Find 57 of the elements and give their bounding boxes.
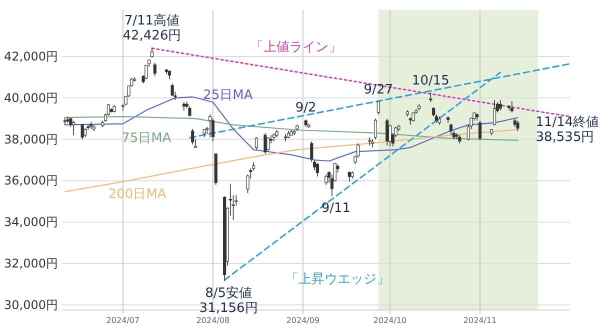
candlestick	[182, 102, 186, 111]
series-label: 200日MA	[108, 186, 166, 202]
candlestick	[191, 128, 194, 145]
x-tick-label: 2024/07	[106, 316, 140, 325]
y-tick-label: 42,000円	[4, 50, 58, 64]
x-tick-label: 2024/08	[196, 316, 230, 325]
series-label: 75日MA	[122, 131, 172, 146]
candlestick	[374, 118, 378, 140]
candlestick	[72, 120, 76, 136]
candlestick	[478, 120, 482, 141]
annotation: 9/27	[364, 82, 394, 98]
candlestick	[429, 92, 432, 102]
y-tick-label: 30,000円	[4, 298, 58, 312]
candlestick	[150, 47, 154, 58]
y-tick-label: 38,000円	[4, 132, 58, 146]
candlestick	[188, 106, 192, 117]
candlestick	[376, 101, 380, 115]
candlestick	[80, 123, 84, 140]
x-tick-label: 2024/09	[286, 316, 320, 325]
candlestick	[170, 83, 174, 96]
y-tick-label: 34,000円	[4, 215, 58, 230]
candlestick	[266, 136, 270, 152]
series-label: 25日MA	[203, 88, 253, 103]
candlestick	[348, 170, 351, 182]
text: 「上昇ウエッジ」	[286, 272, 390, 287]
candlestick	[264, 132, 267, 154]
candlestick	[356, 143, 360, 158]
candlestick	[254, 136, 258, 150]
candlestick	[89, 121, 93, 130]
y-tick-label: 36,000円	[4, 174, 58, 188]
candlestick	[316, 162, 319, 177]
annotation: 11/14終値 38,535円	[536, 115, 600, 146]
y-tick-label: 40,000円	[4, 90, 58, 105]
candlestick	[510, 100, 514, 113]
annotation: 9/2	[295, 100, 316, 116]
candlestick	[516, 120, 520, 132]
annotation: 9/11	[321, 201, 351, 216]
candlestick	[449, 123, 453, 136]
x-tick-label: 2024/11	[463, 316, 497, 325]
candlestick	[211, 118, 214, 142]
y-tick-label: 32,000円	[4, 256, 58, 270]
candlestick	[498, 100, 502, 111]
annotation: 7/11高値 42,426円	[122, 12, 182, 44]
candlestick	[284, 134, 288, 142]
candlestick	[388, 124, 392, 147]
candlestick	[84, 128, 87, 138]
candlestick	[492, 100, 496, 126]
x-tick-label: 2024/10	[373, 316, 407, 325]
annotation: 8/5安値 31,156円	[199, 284, 258, 316]
candlestick	[153, 62, 156, 77]
candlestick	[324, 174, 328, 186]
series-label: 「上値ライン」	[250, 40, 342, 55]
candlestick	[63, 117, 66, 126]
annotation: 10/15	[412, 74, 450, 89]
candlestick	[144, 64, 148, 80]
candlestick	[386, 118, 389, 146]
candlestick	[208, 114, 212, 138]
